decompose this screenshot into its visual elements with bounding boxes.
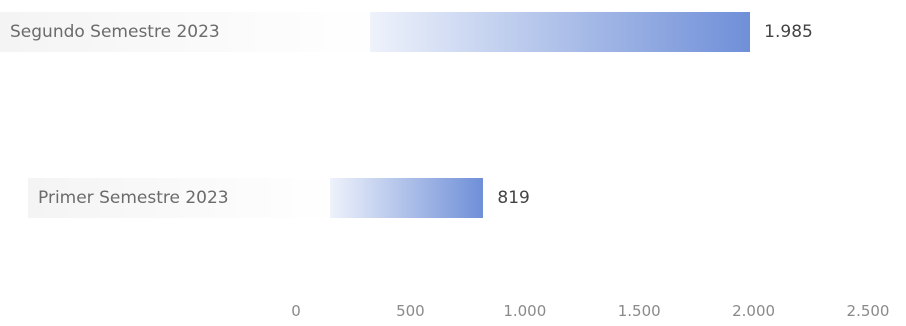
x-tick-label: 1.500 xyxy=(617,302,661,320)
value-label-primer-semestre: 819 xyxy=(497,188,530,208)
category-label-primer-semestre: Primer Semestre 2023 xyxy=(28,178,338,218)
x-tick-label: 1.000 xyxy=(503,302,547,320)
x-tick-label: 2.500 xyxy=(846,302,890,320)
value-label-segundo-semestre: 1.985 xyxy=(764,22,813,42)
bar-primer-semestre xyxy=(330,178,484,218)
category-label-segundo-semestre: Segundo Semestre 2023 xyxy=(0,12,380,52)
x-tick-label: 2.000 xyxy=(732,302,776,320)
x-tick-label: 500 xyxy=(396,302,425,320)
x-tick-label: 0 xyxy=(291,302,301,320)
bar-segundo-semestre xyxy=(370,12,751,52)
